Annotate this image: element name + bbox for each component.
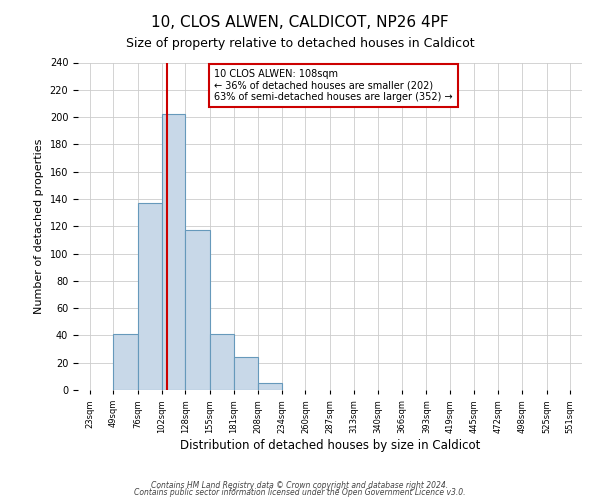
Bar (161, 114, 185, 390)
Bar (258, 383, 282, 390)
Text: Contains public sector information licensed under the Open Government Licence v3: Contains public sector information licen… (134, 488, 466, 497)
Text: 10, CLOS ALWEN, CALDICOT, NP26 4PF: 10, CLOS ALWEN, CALDICOT, NP26 4PF (151, 15, 449, 30)
X-axis label: Distribution of detached houses by size in Caldicot: Distribution of detached houses by size … (180, 438, 480, 452)
Bar (233, 357, 258, 390)
Text: Size of property relative to detached houses in Caldicot: Size of property relative to detached ho… (125, 38, 475, 51)
Text: 10 CLOS ALWEN: 108sqm
← 36% of detached houses are smaller (202)
63% of semi-det: 10 CLOS ALWEN: 108sqm ← 36% of detached … (214, 69, 453, 102)
Y-axis label: Number of detached properties: Number of detached properties (34, 138, 44, 314)
Text: Contains HM Land Registry data © Crown copyright and database right 2024.: Contains HM Land Registry data © Crown c… (151, 480, 449, 490)
Bar (138, 203, 161, 390)
Bar (113, 334, 138, 390)
Bar (210, 334, 233, 390)
Bar (185, 230, 210, 390)
